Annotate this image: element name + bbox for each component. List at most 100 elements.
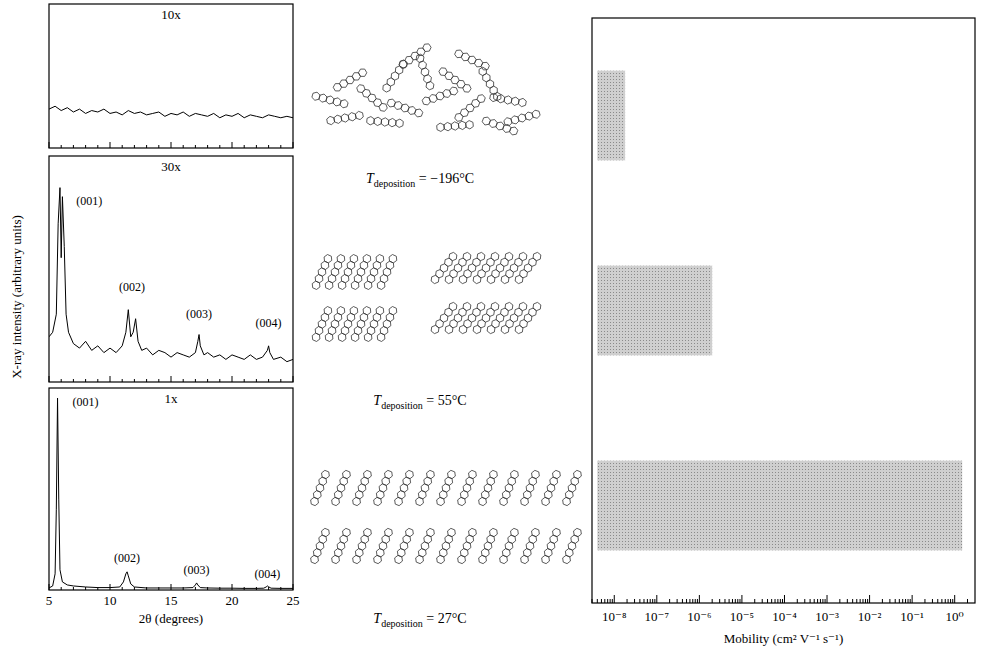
pentacene xyxy=(445,252,471,283)
x-tick xyxy=(741,595,742,603)
x-minor-tick xyxy=(762,599,763,603)
pentacene xyxy=(364,255,384,290)
x-minor-tick xyxy=(950,599,951,603)
ring xyxy=(322,470,330,478)
x-minor-tick xyxy=(612,599,613,603)
x-tick xyxy=(171,376,172,382)
mobility-bar xyxy=(597,266,712,356)
x-minor-tick xyxy=(607,599,608,603)
panel-title: 1x xyxy=(165,391,179,406)
ring xyxy=(532,470,540,478)
pentacene xyxy=(351,255,371,290)
pentacene xyxy=(312,307,332,342)
pentacene xyxy=(374,528,393,563)
peak-label: (001) xyxy=(73,395,99,409)
pentacene xyxy=(437,121,474,132)
pentacene xyxy=(459,252,485,283)
x-minor-tick xyxy=(97,587,98,590)
x-minor-tick xyxy=(910,599,911,603)
x-minor-tick xyxy=(85,145,86,148)
x-minor-tick xyxy=(804,599,805,603)
x-tick-label: 10⁻⁵ xyxy=(730,609,754,624)
x-minor-tick xyxy=(822,599,823,603)
x-tick-label: 10⁻⁴ xyxy=(772,609,797,624)
pentacene xyxy=(439,68,471,92)
x-minor-tick xyxy=(183,587,184,590)
ring xyxy=(519,302,527,310)
pentacene xyxy=(445,302,471,333)
x-minor-tick xyxy=(905,599,906,603)
pentacene xyxy=(479,528,498,563)
x-tick-label: 10⁻² xyxy=(858,609,882,624)
pentacene xyxy=(311,470,330,505)
pentacene xyxy=(542,528,561,563)
x-minor-tick xyxy=(73,145,74,148)
x-minor-tick xyxy=(650,599,651,603)
x-tick-label: 20 xyxy=(226,593,239,608)
x-minor-tick xyxy=(677,599,678,603)
x-minor-tick xyxy=(777,599,778,603)
x-minor-tick xyxy=(739,599,740,603)
ring xyxy=(444,122,452,130)
x-minor-tick xyxy=(902,599,903,603)
x-axis-title: Mobility (cm² V⁻¹ s⁻¹) xyxy=(724,631,843,646)
pentacene xyxy=(377,255,397,290)
ring xyxy=(511,528,519,536)
pentacene xyxy=(521,528,540,563)
x-tick xyxy=(232,376,233,382)
ring xyxy=(505,302,513,310)
x-minor-tick xyxy=(207,379,208,382)
x-tick xyxy=(232,584,233,590)
x-minor-tick xyxy=(847,599,848,603)
ring xyxy=(511,470,519,478)
x-minor-tick xyxy=(597,599,598,603)
ring xyxy=(469,528,477,536)
pentacene xyxy=(332,528,351,563)
plot-frame xyxy=(49,4,293,148)
x-minor-tick xyxy=(647,599,648,603)
x-minor-tick xyxy=(207,145,208,148)
plot-frame xyxy=(49,388,293,590)
x-minor-tick xyxy=(810,599,811,603)
pentacene xyxy=(458,470,477,505)
x-minor-tick xyxy=(280,379,281,382)
ring xyxy=(376,255,384,263)
peak-label: (002) xyxy=(119,280,145,294)
x-minor-tick xyxy=(610,599,611,603)
x-minor-tick xyxy=(146,587,147,590)
subscript: deposition xyxy=(374,178,416,189)
pentacene xyxy=(395,470,414,505)
ring xyxy=(448,528,456,536)
ring xyxy=(385,470,393,478)
pentacene xyxy=(422,87,458,105)
x-tick xyxy=(49,584,50,590)
pentacene xyxy=(364,307,384,342)
subscript: deposition xyxy=(381,618,423,629)
ring xyxy=(477,302,485,310)
ring xyxy=(426,82,434,90)
x-minor-tick xyxy=(862,599,863,603)
ring xyxy=(343,470,351,478)
label-rest: = −196°C xyxy=(415,171,474,186)
ring xyxy=(396,119,404,127)
x-minor-tick xyxy=(73,587,74,590)
pentacene xyxy=(521,470,540,505)
x-minor-tick xyxy=(882,599,883,603)
pentacene xyxy=(333,69,367,91)
x-minor-tick xyxy=(889,599,890,603)
x-minor-tick xyxy=(122,379,123,382)
x-minor-tick xyxy=(183,145,184,148)
ring xyxy=(406,470,414,478)
pentacene xyxy=(353,528,372,563)
pentacene xyxy=(437,528,456,563)
data-group xyxy=(49,398,293,588)
ring xyxy=(374,117,382,125)
x-minor-tick xyxy=(952,599,953,603)
x-minor-tick xyxy=(134,587,135,590)
x-tick-label: 5 xyxy=(46,593,53,608)
x-minor-tick xyxy=(134,145,135,148)
pentacene xyxy=(325,255,345,290)
x-tick-label: 10⁻³ xyxy=(815,609,839,624)
ring xyxy=(553,528,561,536)
x-tick-label: 25 xyxy=(287,593,300,608)
